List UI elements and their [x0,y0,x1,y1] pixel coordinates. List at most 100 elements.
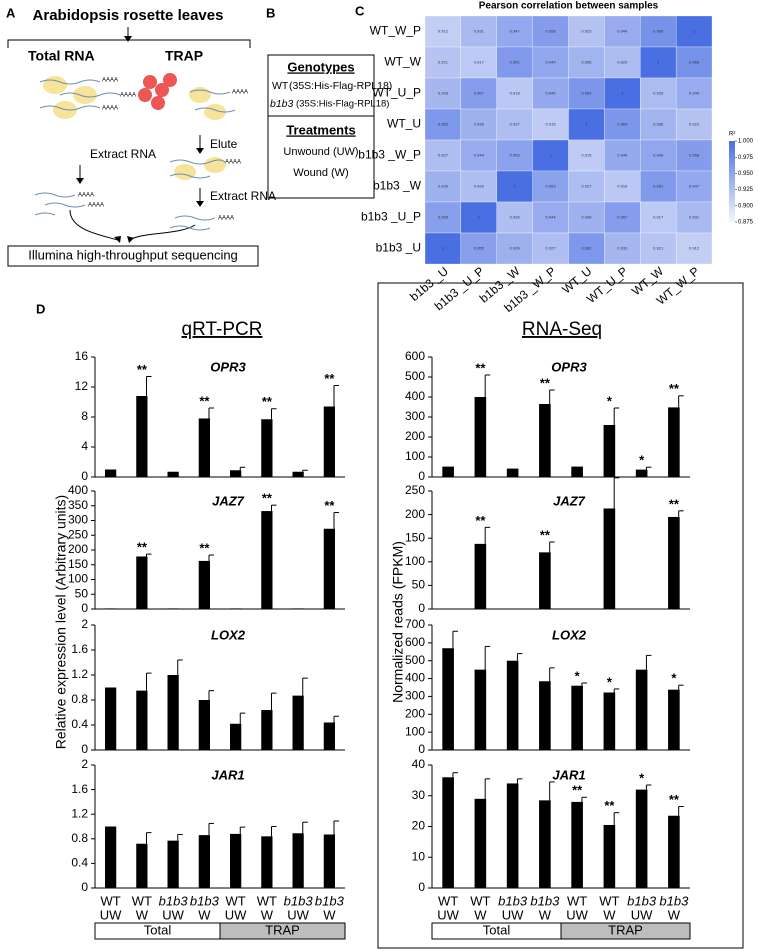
y-tick-label: 0.4 [71,717,88,731]
heatmap-cell [640,77,677,110]
heatmap-cell [496,15,533,48]
x-tick-label: WT [438,893,458,908]
colorbar [729,141,735,222]
mrna-lines [34,79,236,231]
bar [323,528,335,609]
heatmap-cell [568,15,605,48]
cell-label: 0.929 [617,60,628,65]
gene-name: JAZ7 [212,493,245,508]
bar [323,722,335,750]
cell-label: 0.927 [546,246,557,251]
heatmap-cell [675,46,713,79]
poly-a: AAAA [232,90,248,96]
y-tick-label: 400 [405,389,425,403]
bar [571,801,583,888]
cell-label: 0.936 [581,60,592,65]
bar [198,700,210,750]
y-tick-label: 100 [405,724,425,738]
y-tick-label: 0 [418,742,425,756]
poly-a: AAAA [102,78,118,84]
cell-label: 0.962 [581,246,592,251]
bar [603,824,616,888]
heatmap-cell [496,139,533,172]
bar [198,560,210,609]
heatmap-cell [532,232,569,265]
x-tick-label: W [136,907,149,922]
poly-a-tails: AAAA AAAA AAAA AAAA AAAA AAAA AAAA AAAA [78,78,248,222]
heatmap-cell [532,15,569,48]
cell-label: 0.929 [653,91,664,96]
x-tick-label: UW [162,907,184,922]
panel-letter: A [6,5,16,20]
cell-label: 0.923 [581,29,592,34]
bar [167,471,179,477]
heatmap-cell [424,46,462,79]
poly-a: AAAA [120,93,136,99]
y-tick-label: 200 [405,706,425,720]
row-label: WT_U_P [372,86,421,100]
y-tick-label: 30 [412,788,426,802]
bar [136,556,148,609]
y-tick-label: 1.6 [71,782,88,796]
y-tick-label: 0.8 [71,692,88,706]
heatmap-cell [532,170,569,203]
cell-label: 0.961 [510,60,521,65]
significance: * [575,668,581,683]
bar [506,783,519,888]
heatmap-cell [460,201,497,234]
significance: ** [199,540,210,555]
genotype-construct: (35S:His-Flag-RPL18) [289,80,392,92]
bar [136,396,148,477]
y-tick-label: 350 [68,498,88,512]
heatmap-cell [675,77,713,110]
group-label: TRAP [265,922,300,937]
y-tick-label: 500 [405,653,425,667]
cell-label: 0.912 [438,29,449,34]
row-label: b1b3 _U_P [361,210,421,224]
step-label: Elute [210,137,238,151]
bar [539,552,551,609]
bar [474,669,487,750]
row-label: WT_U [387,117,421,131]
x-tick-label: b1b3 [659,893,689,908]
heatmap-cell [532,201,569,234]
gene-name: LOX2 [211,627,246,642]
heatmap-cell [640,15,677,48]
heatmap-cell [496,108,533,141]
x-tick-label: WT [226,893,246,908]
gene-name: OPR3 [551,359,587,374]
heatmap-cell [675,170,713,203]
bar [668,815,680,888]
cell-label: 1 [585,122,588,127]
y-tick-label: 600 [405,349,425,363]
bar [105,608,117,609]
bar [230,608,242,609]
step-label: Extract RNA [210,189,276,203]
cell-label: 1 [621,91,624,96]
panel-a-title: Arabidopsis rosette leaves [33,7,224,24]
x-tick-label: b1b3 [498,893,528,908]
cell-label: 0.931 [474,29,485,34]
cell-label: 0.927 [438,153,449,158]
bar [474,543,487,609]
bar [136,690,148,750]
heatmap-cell [604,201,641,234]
bar [105,687,117,750]
treatment: Wound (W) [293,167,348,179]
x-tick-label: b1b3 [159,893,189,908]
bar [261,419,273,477]
heatmap-cell [640,108,677,141]
y-tick-label: 20 [412,819,426,833]
heatmap-cell [424,201,462,234]
cell-label: 0.955 [474,246,485,251]
bar [442,777,454,888]
bar [292,471,304,477]
y-tick-label: 700 [405,617,425,631]
bar [230,833,242,888]
heatmap-cell [424,139,462,172]
cell-label: 0.917 [653,215,664,220]
heatmap-cell [460,170,497,203]
gene-name: JAR1 [211,767,244,782]
significance: * [607,393,613,408]
